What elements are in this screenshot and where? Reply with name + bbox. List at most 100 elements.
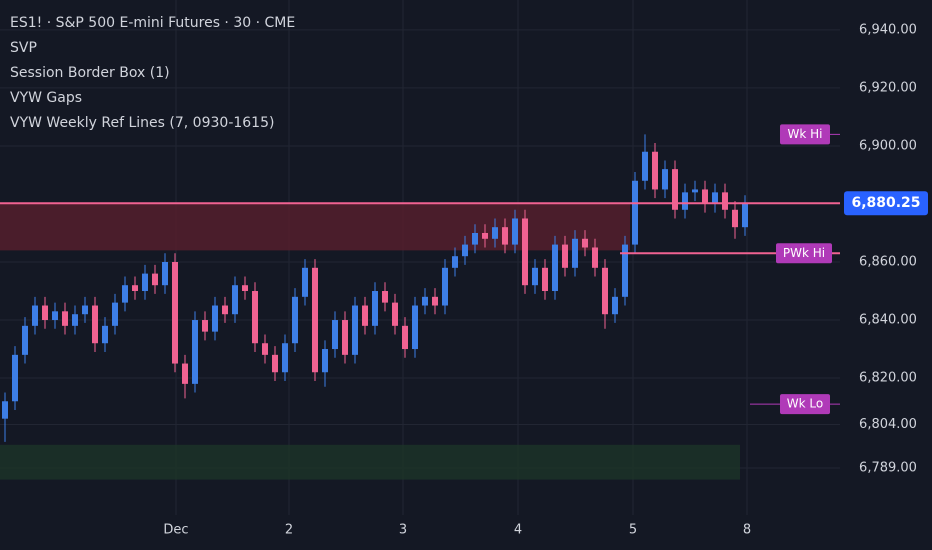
zone [0, 444, 740, 480]
x-tick-label: 2 [285, 523, 293, 538]
candle-body [302, 267, 308, 297]
zones [0, 203, 740, 480]
candle-body [652, 151, 658, 190]
candle-body [282, 343, 288, 373]
ref-tag [776, 243, 832, 264]
candle-body [132, 285, 138, 292]
candle-body [432, 296, 438, 306]
candle-body [462, 244, 468, 257]
candle-body [552, 244, 558, 292]
zone [0, 203, 630, 251]
candle-body [12, 354, 18, 402]
candle-body [42, 305, 48, 321]
grid [0, 0, 840, 515]
candle-body [642, 151, 648, 181]
candle-body [712, 192, 718, 204]
ref-label: PWk Hi [783, 246, 825, 260]
candle-body [532, 267, 538, 286]
candle-body [632, 180, 638, 245]
candle-body [332, 320, 338, 350]
candle-body [242, 285, 248, 292]
candle-body [262, 343, 268, 355]
candle-body [692, 189, 698, 193]
candle-body [32, 305, 38, 326]
candle-body [2, 401, 8, 419]
candles [2, 134, 748, 442]
ref-tag [780, 124, 830, 145]
candle-body [402, 325, 408, 350]
y-tick-label: 6,840.00 [859, 313, 917, 328]
candle-body [72, 314, 78, 326]
ref-tag [780, 394, 830, 415]
candle-body [562, 244, 568, 268]
candle-body [152, 273, 158, 286]
candle-body [392, 302, 398, 326]
candle-body [192, 320, 198, 384]
candle-body [232, 285, 238, 315]
legend: ES1! · S&P 500 E-mini Futures · 30 · CME… [10, 15, 295, 131]
candle-body [22, 325, 28, 355]
y-tick-label: 6,860.00 [859, 254, 917, 269]
candle-body [62, 311, 68, 326]
candle-body [662, 169, 668, 190]
y-tick-label: 6,820.00 [859, 371, 917, 386]
candle-body [342, 320, 348, 355]
candle-body [312, 267, 318, 373]
candle-body [512, 218, 518, 245]
ref-label: Wk Lo [787, 397, 823, 411]
y-tick-label: 6,900.00 [859, 138, 917, 153]
candle-body [222, 305, 228, 315]
indicator-label: VYW Gaps [10, 90, 82, 106]
candle-body [382, 291, 388, 303]
candle-body [742, 203, 748, 228]
candle-body [362, 305, 368, 326]
candle-body [722, 192, 728, 210]
candle-body [542, 267, 548, 292]
candle-body [472, 232, 478, 245]
candle-body [682, 192, 688, 210]
candle-body [322, 349, 328, 373]
indicator-label: SVP [10, 40, 37, 56]
candle-body [442, 267, 448, 306]
chart-title: ES1! · S&P 500 E-mini Futures · 30 · CME [10, 15, 295, 31]
indicator-label: Session Border Box (1) [10, 65, 170, 81]
candle-body [372, 291, 378, 326]
y-tick-label: 6,789.00 [859, 460, 917, 475]
last-price-tag [844, 191, 928, 216]
candle-body [572, 238, 578, 268]
x-tick-label: 8 [743, 523, 751, 538]
ref-label: Wk Hi [788, 127, 823, 141]
candle-body [482, 232, 488, 239]
candle-body [172, 261, 178, 364]
candle-body [582, 238, 588, 248]
candle-body [92, 305, 98, 344]
y-tick-label: 6,804.00 [859, 417, 917, 432]
candle-body [702, 189, 708, 204]
y-tick-label: 6,920.00 [859, 80, 917, 95]
candle-body [452, 256, 458, 268]
candle-body [492, 227, 498, 239]
candle-body [622, 244, 628, 297]
y-tick-label: 6,940.00 [859, 22, 917, 37]
x-tick-label: 4 [514, 523, 522, 538]
candle-body [522, 218, 528, 286]
candle-body [592, 247, 598, 268]
candle-body [52, 311, 58, 321]
candle-body [142, 273, 148, 292]
candle-body [112, 302, 118, 326]
candle-body [422, 296, 428, 306]
candle-body [102, 325, 108, 344]
x-tick-label: 5 [629, 523, 637, 538]
last-price-label: 6,880.25 [851, 195, 920, 211]
candle-body [162, 261, 168, 286]
candle-body [502, 227, 508, 245]
candle-body [82, 305, 88, 315]
x-tick-label: 3 [399, 523, 407, 538]
candle-body [352, 305, 358, 355]
candle-body [202, 320, 208, 332]
candle-body [272, 354, 278, 373]
candle-body [612, 296, 618, 315]
overlays: 6,880.25 Wk Hi PWk Hi Wk Lo [0, 124, 928, 415]
candle-body [182, 363, 188, 384]
